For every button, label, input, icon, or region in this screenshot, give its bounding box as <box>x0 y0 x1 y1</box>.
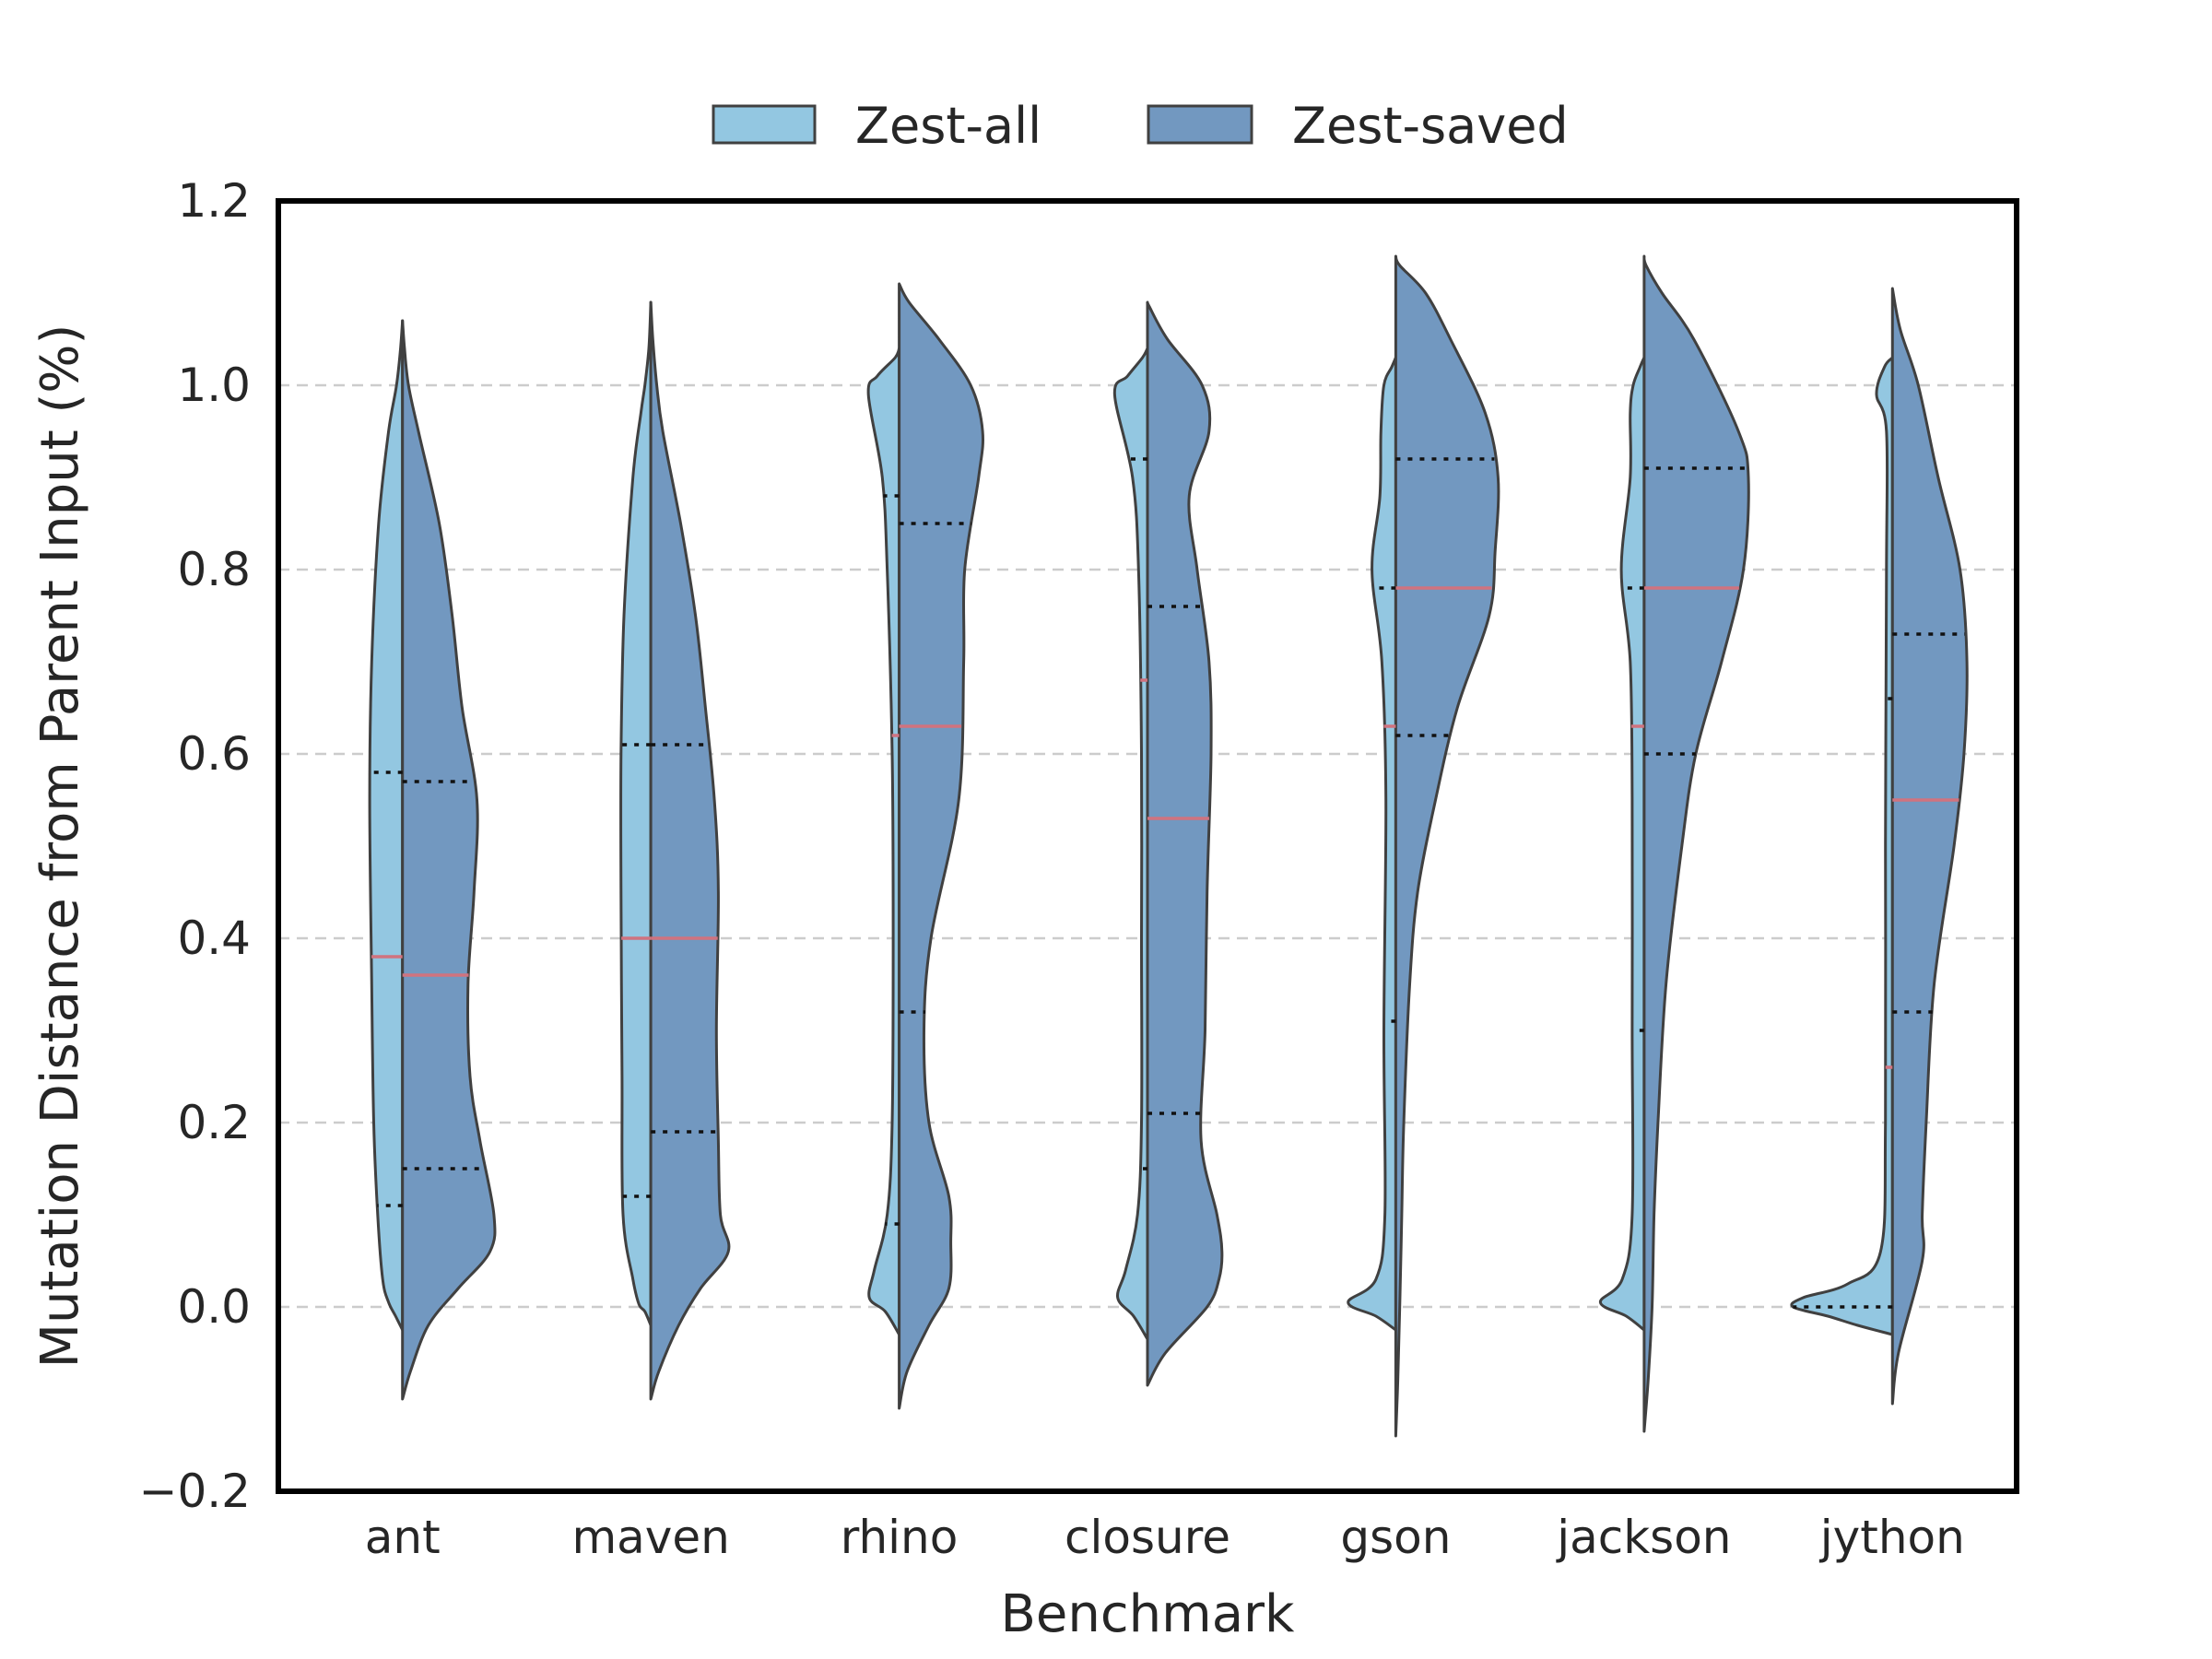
violin-zest-saved-maven <box>649 300 731 1401</box>
violin-zest-all-ant <box>368 319 405 1332</box>
legend-label-zest-saved: Zest-saved <box>1292 97 1569 155</box>
x-tick-label: ant <box>365 1511 441 1564</box>
x-tick-label: gson <box>1340 1511 1451 1564</box>
violin-zest-all-jython <box>1790 356 1894 1336</box>
violin-zest-all-gson <box>1347 356 1397 1332</box>
quartile-median-lines <box>370 457 1965 1309</box>
y-tick-label: 0.4 <box>177 912 251 965</box>
y-tick-label: 1.2 <box>177 174 251 228</box>
legend-swatch-zest-all <box>712 104 817 145</box>
violin-zest-saved-jython <box>1890 287 1969 1406</box>
violin-plots <box>368 254 1969 1438</box>
x-tick-label: jackson <box>1556 1511 1731 1564</box>
violin-zest-all-rhino <box>866 347 901 1336</box>
y-tick-labels: −0.2 0.0 0.2 0.4 0.6 0.8 1.0 1.2 <box>139 174 251 1518</box>
x-tick-label: maven <box>571 1511 729 1564</box>
violin-zest-all-jackson <box>1598 356 1646 1332</box>
violin-zest-all-maven <box>619 300 653 1327</box>
violin-zest-all-closure <box>1112 347 1149 1341</box>
y-axis-title: Mutation Distance from Parent Input (%) <box>30 324 90 1369</box>
y-tick-label: 0.2 <box>177 1096 251 1149</box>
x-tick-labels: ant maven rhino closure gson jackson jython <box>365 1511 1965 1564</box>
plot-frame <box>276 198 2019 1494</box>
legend-swatch-zest-saved <box>1147 104 1253 145</box>
y-tick-label: 0.6 <box>177 727 251 781</box>
y-tick-label: 1.0 <box>177 359 251 412</box>
y-tick-label: 0.8 <box>177 543 251 596</box>
violin-zest-saved-gson <box>1394 254 1500 1438</box>
x-tick-label: closure <box>1065 1511 1230 1564</box>
y-tick-label: 0.0 <box>177 1280 251 1334</box>
x-tick-label: jython <box>1819 1511 1965 1564</box>
legend: Zest-all Zest-saved <box>712 97 1569 155</box>
violin-zest-saved-jackson <box>1642 254 1750 1433</box>
violin-zest-saved-rhino <box>898 282 984 1410</box>
x-tick-label: rhino <box>841 1511 959 1564</box>
violin-zest-saved-closure <box>1146 300 1224 1387</box>
y-tick-label: −0.2 <box>139 1465 251 1518</box>
violin-zest-saved-ant <box>401 319 497 1401</box>
x-axis-title: Benchmark <box>1001 1584 1296 1644</box>
legend-label-zest-all: Zest-all <box>855 97 1041 155</box>
